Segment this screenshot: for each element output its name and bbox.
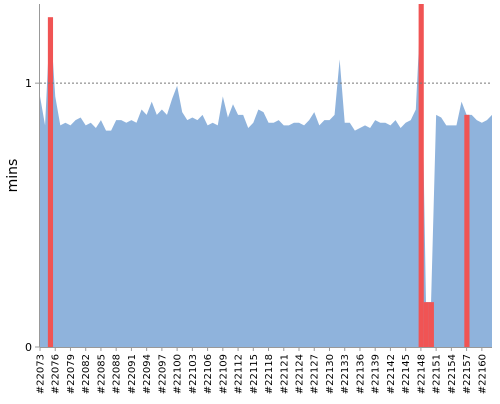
x-tick-label: #22130: [325, 354, 336, 394]
x-tick-label: #22097: [157, 354, 168, 394]
x-tick-label: #22148: [416, 354, 427, 394]
x-tick-label: #22112: [234, 354, 245, 394]
x-tick-label: #22073: [36, 354, 47, 394]
x-tick-label: #22103: [188, 354, 199, 394]
x-tick-label: #22136: [356, 354, 367, 394]
y-tick-label: 0: [25, 341, 32, 354]
y-tick-label: 1: [25, 77, 32, 90]
x-tick-label: #22109: [218, 354, 229, 394]
x-tick-label: #22121: [279, 354, 290, 394]
x-tick-label: #22157: [462, 354, 473, 394]
x-tick-label: #22151: [432, 354, 443, 394]
series-area: [40, 4, 492, 347]
x-tick-label: #22115: [249, 354, 260, 394]
highlight-bar: [464, 114, 470, 347]
x-tick-label: #22160: [477, 354, 488, 394]
highlight-bar: [428, 302, 434, 347]
x-tick-label: #22106: [203, 354, 214, 394]
x-tick-label: #22079: [66, 354, 77, 394]
highlight-bar: [423, 302, 429, 347]
x-tick-label: #22124: [295, 354, 306, 394]
x-tick-label: #22100: [173, 354, 184, 394]
highlight-bar: [47, 17, 54, 347]
x-tick-label: #22142: [386, 354, 397, 394]
x-tick-label: #22118: [264, 354, 275, 394]
x-tick-label: #22085: [96, 354, 107, 394]
x-tick-label: #22082: [81, 354, 92, 394]
x-tick-label: #22076: [51, 354, 62, 394]
x-tick-label: #22133: [340, 354, 351, 394]
x-tick-label: #22094: [142, 354, 153, 394]
axes: [35, 4, 492, 351]
plot-area: [40, 4, 492, 347]
x-tick-label: #22088: [112, 354, 123, 394]
x-tick-label: #22127: [310, 354, 321, 394]
x-tick-label: #22145: [401, 354, 412, 394]
y-axis-label: mins: [5, 159, 21, 193]
labels: 0 1 mins #22073 #22076 #22079 #22082 #22085 #220…: [5, 77, 488, 394]
x-tick-label: #22139: [371, 354, 382, 394]
highlight-bar: [418, 4, 424, 347]
x-tick-label: #22091: [127, 354, 138, 394]
x-tick-label: #22154: [447, 354, 458, 394]
